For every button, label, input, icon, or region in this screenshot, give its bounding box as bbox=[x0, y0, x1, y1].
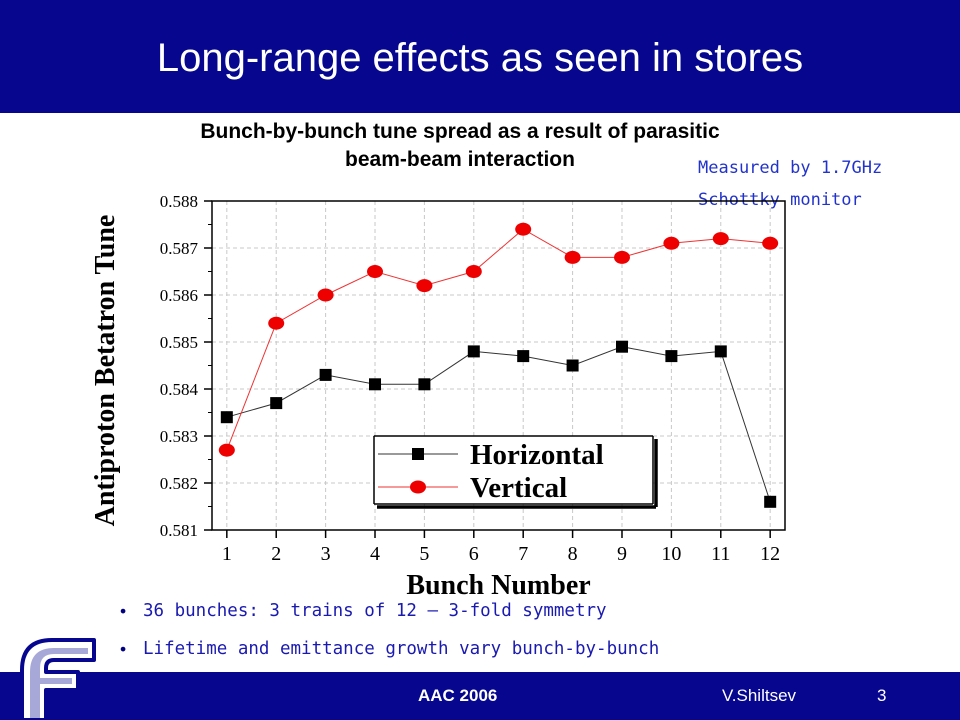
data-point-horizontal bbox=[665, 350, 678, 363]
bullet-list: 36 bunches: 3 trains of 12 – 3-fold symm… bbox=[108, 598, 659, 674]
bullet-item: 36 bunches: 3 trains of 12 – 3-fold symm… bbox=[108, 598, 659, 636]
bullet-item: Lifetime and emittance growth vary bunch… bbox=[108, 636, 659, 674]
series-line-vertical bbox=[226, 228, 771, 451]
data-point-vertical bbox=[268, 316, 285, 330]
y-tick-label: 0.581 bbox=[160, 521, 198, 540]
data-point-horizontal bbox=[764, 495, 777, 508]
y-tick-label: 0.586 bbox=[160, 286, 198, 305]
x-axis-title: Bunch Number bbox=[406, 570, 590, 601]
data-point-horizontal bbox=[566, 359, 579, 372]
x-tick-label: 10 bbox=[661, 543, 681, 565]
y-tick-label: 0.584 bbox=[160, 380, 199, 399]
footer-bar: AAC 2006 V.Shiltsev 3 bbox=[0, 672, 960, 720]
y-tick-label: 0.585 bbox=[160, 333, 198, 352]
data-point-horizontal bbox=[319, 368, 332, 381]
footer-page-number: 3 bbox=[877, 686, 887, 705]
series-horizontal bbox=[220, 340, 777, 508]
slide-title: Long-range effects as seen in stores bbox=[156, 36, 804, 80]
legend-label: Vertical bbox=[470, 472, 567, 504]
x-tick-label: 1 bbox=[222, 543, 232, 565]
x-tick-label: 4 bbox=[370, 543, 380, 565]
footer-author: V.Shiltsev bbox=[722, 686, 797, 705]
data-point-vertical bbox=[564, 250, 581, 264]
data-point-horizontal bbox=[220, 411, 233, 424]
data-point-vertical bbox=[367, 265, 384, 278]
data-point-vertical bbox=[465, 265, 482, 278]
data-point-horizontal bbox=[517, 350, 530, 363]
data-point-horizontal bbox=[467, 345, 480, 358]
data-point-horizontal bbox=[412, 448, 424, 460]
x-tick-label: 8 bbox=[568, 543, 578, 565]
data-point-horizontal bbox=[714, 345, 727, 358]
legend-label: Horizontal bbox=[470, 439, 604, 471]
subtitle-line-2: beam-beam interaction bbox=[345, 148, 575, 171]
data-point-horizontal bbox=[615, 340, 628, 353]
chart-subtitle: Bunch-by-bunch tune spread as a result o… bbox=[110, 118, 810, 174]
data-point-horizontal bbox=[369, 378, 382, 391]
data-point-vertical bbox=[410, 480, 426, 494]
data-point-vertical bbox=[317, 288, 334, 302]
x-tick-label: 9 bbox=[617, 543, 627, 565]
y-tick-label: 0.587 bbox=[160, 239, 199, 258]
x-tick-label: 3 bbox=[321, 543, 331, 565]
series-vertical bbox=[218, 222, 779, 457]
data-point-vertical bbox=[613, 250, 630, 264]
data-point-vertical bbox=[762, 236, 779, 250]
x-tick-label: 2 bbox=[271, 543, 281, 565]
x-tick-label: 11 bbox=[711, 543, 730, 565]
y-tick-label: 0.583 bbox=[160, 427, 198, 446]
data-point-horizontal bbox=[270, 397, 283, 410]
x-tick-label: 5 bbox=[419, 543, 429, 565]
data-point-vertical bbox=[416, 279, 433, 293]
measurement-note-line-2: Schottky monitor bbox=[698, 190, 862, 210]
measurement-note-line-1: Measured by 1.7GHz bbox=[698, 158, 883, 178]
subtitle-line-1: Bunch-by-bunch tune spread as a result o… bbox=[200, 120, 720, 143]
fermilab-f-logo-icon bbox=[20, 638, 96, 720]
x-tick-label: 12 bbox=[760, 543, 780, 565]
data-point-vertical bbox=[712, 232, 729, 246]
data-point-vertical bbox=[515, 222, 532, 236]
title-bar: Long-range effects as seen in stores bbox=[0, 0, 960, 113]
y-tick-label: 0.588 bbox=[160, 192, 198, 211]
data-point-vertical bbox=[218, 443, 235, 457]
x-tick-label: 6 bbox=[469, 543, 479, 565]
y-tick-label: 0.582 bbox=[160, 474, 198, 493]
footer-conference: AAC 2006 bbox=[418, 686, 498, 705]
data-point-horizontal bbox=[418, 378, 431, 391]
x-tick-label: 7 bbox=[518, 543, 528, 565]
data-point-vertical bbox=[663, 236, 680, 250]
series-line-horizontal bbox=[226, 346, 771, 502]
y-axis-title: Antiproton Betatron Tune bbox=[90, 215, 121, 527]
